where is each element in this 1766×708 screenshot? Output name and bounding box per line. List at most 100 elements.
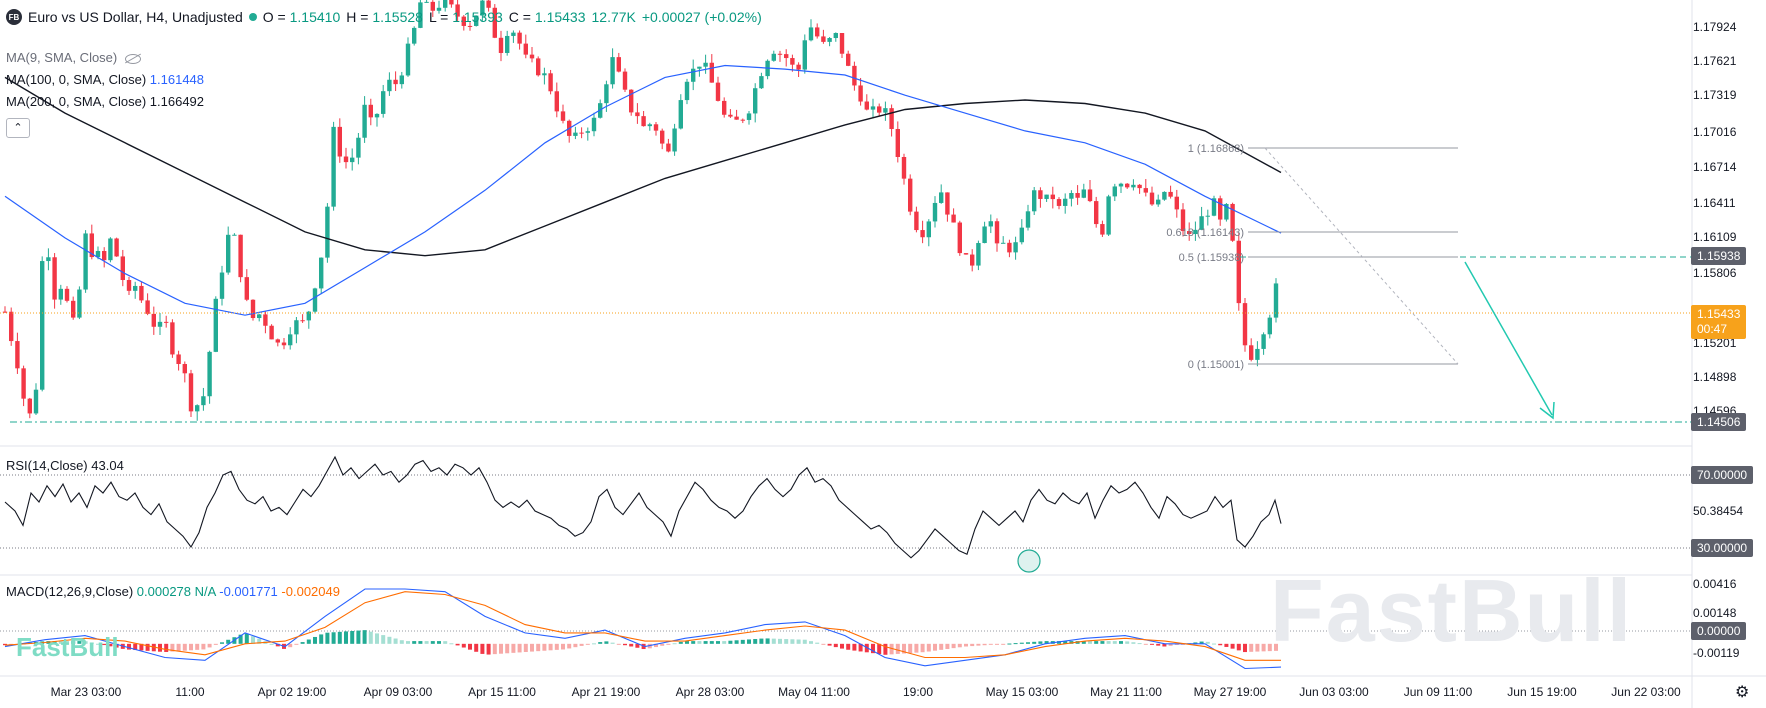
macd-hist-bar [542,643,547,651]
macd-legend[interactable]: MACD(12,26,9,Close) 0.000278 N/A -0.0017… [6,584,340,599]
chart-header: FB Euro vs US Dollar, H4, Unadjusted O =… [6,9,762,25]
macd-hist-bar [833,643,838,648]
candle-body [207,351,212,397]
candle-body [647,124,652,127]
candle-body [945,192,950,215]
candle-body [1069,193,1074,199]
candle-body [232,234,237,236]
candle-body [672,128,677,152]
candle-body [1187,231,1192,234]
candle-body [1249,345,1254,360]
candle-body [312,288,318,312]
ma100-line [4,64,1282,316]
macd-hist-bar [1100,641,1105,644]
candle-body [802,40,807,70]
level-price-tag-2: 1.14506 [1691,413,1747,431]
candle-body [895,128,900,157]
macd-hist-bar [982,643,987,646]
macd-hist-bar [964,643,968,647]
macd-hist-bar [1236,643,1241,651]
candle-body [1180,209,1186,232]
macd-hist-bar [170,643,175,652]
fib-retracement[interactable]: 1 (1.16868) 0.618 (1.16143) 0.5 (1.15938… [1166,143,1459,371]
candle-body [27,398,32,414]
macd-hist-bar [58,641,63,644]
candle-body [300,320,305,322]
symbol-title[interactable]: Euro vs US Dollar, H4, Unadjusted [28,9,243,25]
candle-body [585,131,590,133]
macd-histogram [3,630,1278,655]
macd-hist-bar [226,639,231,644]
candle-body [418,2,423,28]
candle-body [511,32,516,36]
candle-body [715,82,721,101]
candle-body [970,254,975,266]
macd-hist-bar [1019,642,1024,644]
macd-hist-bar [1001,643,1006,645]
candle-body [1149,192,1155,205]
candle-body [9,311,14,342]
candle-body [343,156,349,163]
projection-arrow[interactable] [1464,261,1555,420]
macd-hist-bar [195,643,200,650]
candle-body [1205,215,1210,217]
macd-hist-bar [344,631,348,644]
candle-body [436,7,442,11]
candle-body [83,233,88,290]
candle-body [1094,201,1099,225]
macd-hist-bar [722,641,727,644]
macd-hist-bar [567,643,572,649]
macd-hist-bar [480,643,485,654]
candle-body [709,62,714,83]
macd-hist-bar [523,643,528,653]
symbol-logo[interactable]: FB [6,9,22,25]
candle-body [734,116,739,120]
candle-body [387,79,392,92]
macd-hist-bar [1162,643,1167,647]
candle-body [777,53,783,55]
macd-hist-bar [1038,641,1043,644]
candle-body [771,53,776,61]
macd-hist-bar [945,643,950,649]
ma100-legend[interactable]: MA(100, 0, SMA, Close) 1.161448 [6,72,205,87]
macd-hist-bar [771,638,776,644]
macd-hist-bar [511,643,516,653]
gear-icon[interactable]: ⚙ [1735,684,1750,701]
macd-hist-bar [269,643,274,645]
candle-body [33,389,39,414]
macd-axis-label: 0.00416 [1693,577,1737,591]
candle-body [294,320,299,335]
fib-label-1: 1 (1.16868) [1188,143,1244,155]
macd-hist-bar [951,643,956,649]
macd-hist-bar [65,641,69,644]
candle-body [405,43,411,76]
candle-body [684,81,690,101]
candle-body [151,313,156,327]
macd-hist-bar [759,638,764,644]
rsi-legend[interactable]: RSI(14,Close) 43.04 [6,458,124,473]
macd-hist-bar [449,643,454,645]
chevron-up-icon[interactable]: ⌃ [6,118,30,138]
ma9-legend[interactable]: MA(9, SMA, Close) [6,50,142,65]
candle-body [517,32,522,44]
macd-hist-bar [1081,641,1086,644]
macd-hist-bar [300,642,305,644]
candle-body [337,126,342,157]
macd-hist-bar [734,640,739,644]
candle-body [1050,194,1055,200]
candle-body [1032,190,1037,212]
eye-off-icon[interactable] [125,53,142,64]
macd-hist-bar [1013,643,1018,645]
macd-hist-bar [1106,641,1111,644]
macd-hist-bar [461,643,466,648]
macd-hist-bar [145,643,150,651]
macd-hist-bar [133,643,138,651]
candle-body [157,321,163,327]
candle-body [641,116,646,127]
ma200-legend[interactable]: MA(200, 0, SMA, Close) 1.166492 [6,94,205,109]
candle-body [963,253,969,255]
candle-body [660,130,665,144]
macd-hist-bar [585,643,590,645]
macd-hist-bar [468,643,472,650]
